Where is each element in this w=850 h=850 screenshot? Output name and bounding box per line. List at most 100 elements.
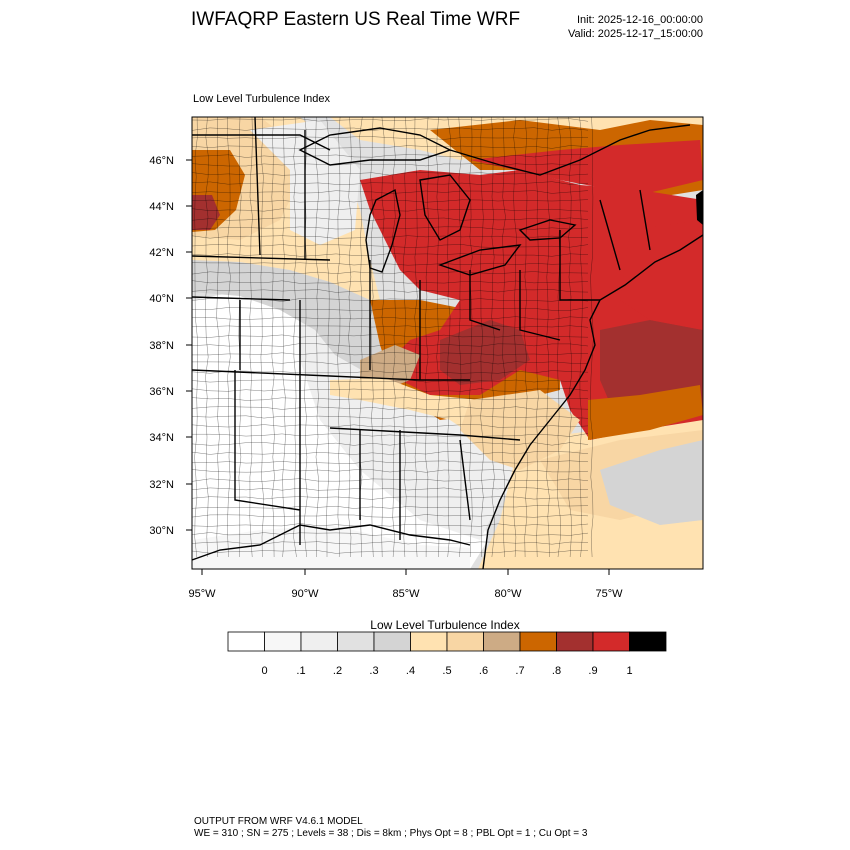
region-darkred-northwest: [192, 195, 220, 230]
footer: OUTPUT FROM WRF V4.6.1 MODEL WE = 310 ; …: [194, 816, 587, 840]
county-line: [192, 442, 589, 446]
county-line: [192, 523, 589, 527]
region-verylight-gulf: [192, 525, 470, 569]
county-line: [192, 451, 589, 455]
county-line: [192, 532, 589, 536]
county-line: [192, 271, 589, 275]
colorbar-tick-label: .1: [296, 665, 305, 677]
lat-label: 38°N: [149, 340, 174, 352]
colorbar-tick-label: 0: [261, 665, 267, 677]
region-black-cell: [696, 190, 703, 225]
county-line: [238, 117, 242, 558]
county-line: [192, 379, 589, 383]
lake-erie-outline: [437, 244, 522, 276]
colorbar-swatch: [410, 631, 448, 652]
county-line: [227, 117, 231, 558]
county-line: [192, 208, 589, 212]
county-line: [447, 117, 451, 558]
county-line: [249, 117, 253, 558]
county-line: [192, 343, 589, 347]
county-line: [480, 117, 484, 558]
county-line: [392, 117, 396, 558]
colorbar-swatch: [556, 631, 594, 652]
region-red-canada: [470, 140, 703, 195]
colorbar-swatch: [337, 631, 375, 652]
county-line: [192, 433, 589, 437]
county-boundaries: [192, 117, 594, 558]
county-line: [192, 424, 589, 428]
map-frame: [191, 116, 704, 570]
county-line: [192, 226, 589, 230]
county-line: [260, 117, 264, 558]
colorbar-swatch: [483, 631, 521, 652]
county-line: [192, 118, 589, 122]
county-line: [192, 172, 589, 176]
county-line: [436, 117, 440, 558]
county-line: [403, 117, 407, 558]
state-line-1: [192, 117, 651, 545]
colorbar-tick-label: .5: [442, 665, 451, 677]
county-line: [192, 415, 589, 419]
county-line: [192, 289, 589, 293]
county-line: [192, 388, 589, 392]
colorbar-swatch: [300, 631, 338, 652]
county-line: [192, 397, 589, 401]
county-line: [524, 117, 528, 558]
county-line: [192, 127, 589, 131]
county-line: [326, 117, 330, 557]
colorbar-tick-label: 1: [626, 665, 632, 677]
county-line: [192, 325, 589, 328]
county-line: [192, 199, 589, 203]
county-line: [192, 352, 589, 356]
county-line: [216, 117, 220, 558]
lat-label: 30°N: [149, 525, 174, 537]
colorbar-labels: 0 .1 .2 .3 .4 .5 .6 .7 .8 .9 1: [261, 665, 632, 677]
county-line: [192, 370, 589, 374]
lake-ontario-outline: [518, 219, 577, 241]
county-line: [425, 117, 429, 558]
county-line: [192, 361, 589, 365]
county-line: [192, 163, 589, 167]
colorbar-tick-label: .9: [588, 665, 597, 677]
county-line: [513, 117, 517, 558]
plot-label: Low Level Turbulence Index: [193, 93, 330, 105]
county-line: [192, 136, 589, 140]
lon-label: 75°W: [595, 588, 623, 600]
county-line: [359, 117, 363, 558]
colorbar-tick-label: .2: [333, 665, 342, 677]
county-line: [194, 117, 198, 558]
county-line: [192, 307, 589, 311]
county-line: [546, 117, 550, 558]
east-coastline: [482, 234, 703, 569]
lon-label: 95°W: [188, 588, 216, 600]
county-line: [282, 117, 286, 558]
county-line: [502, 117, 506, 558]
county-line: [192, 496, 589, 500]
county-line: [192, 478, 589, 482]
footer-line-2: WE = 310 ; SN = 275 ; Levels = 38 ; Dis …: [194, 828, 588, 839]
colorbar-tick-label: .4: [406, 665, 415, 677]
county-line: [192, 154, 589, 158]
county-line: [557, 117, 561, 558]
county-line: [192, 550, 588, 554]
lon-axis: 95°W 90°W 85°W 80°W 75°W: [188, 569, 623, 600]
county-line: [414, 117, 418, 558]
colorbar: [227, 631, 667, 652]
county-line: [192, 190, 589, 194]
colorbar-swatch: [629, 631, 667, 652]
county-line: [192, 181, 589, 185]
region-gray-atlantic: [600, 440, 703, 525]
lat-label: 44°N: [149, 201, 174, 213]
lon-label: 85°W: [392, 588, 420, 600]
footer-line-1: OUTPUT FROM WRF V4.6.1 MODEL: [194, 816, 363, 827]
county-line: [192, 145, 589, 149]
county-line: [192, 505, 589, 509]
county-line: [590, 117, 594, 558]
county-line: [192, 487, 589, 491]
county-line: [192, 514, 589, 518]
region-tan-carolinas: [460, 390, 580, 470]
county-line: [192, 280, 589, 284]
colorbar-swatch: [227, 631, 265, 652]
colorbar-swatch: [446, 631, 484, 652]
